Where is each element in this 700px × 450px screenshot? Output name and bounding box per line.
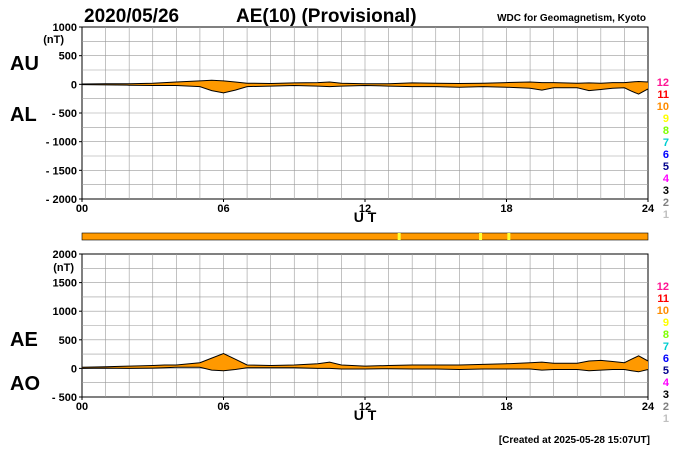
y-tick-label: - 1000 [46,137,77,149]
y-tick-label: - 2000 [46,194,77,206]
station-count-label: 11 [657,293,669,305]
y-tick-label: - 1500 [46,165,77,177]
station-count-label: 1 [663,413,669,425]
ae-ao-grid [82,254,648,397]
x-tick-label: 18 [500,203,512,215]
au-series-label: AU [10,53,39,75]
coverage-bar-base [81,232,649,241]
station-count-label: 1 [663,209,669,221]
station-count-label: 11 [657,89,669,101]
station-count-label: 5 [663,365,669,377]
station-count-label: 6 [663,353,669,365]
au-al-grid [82,27,648,199]
x-tick-label: 12 [359,401,371,413]
created-timestamp: [Created at 2025-05-28 15:07UT] [499,435,650,446]
station-count-label: 3 [663,185,669,197]
y-tick-label: 1000 [53,22,77,34]
al-series-label: AL [10,104,37,126]
upper-series-line [81,352,649,368]
station-count-label: 12 [657,77,669,89]
au-al-y-unit: (nT) [43,34,64,46]
source-label: WDC for Geomagnetism, Kyoto [497,13,646,24]
station-count-label: 3 [663,389,669,401]
station-count-label: 9 [663,113,669,125]
station-count-label: 7 [663,341,669,353]
station-count-label: 2 [663,197,669,209]
y-tick-label: 2000 [53,249,77,261]
upper-series-line [81,79,649,85]
station-count-label: 7 [663,137,669,149]
coverage-bar-mark [479,233,483,240]
ae-ao-y-unit: (nT) [53,262,74,274]
x-tick-label: 12 [359,203,371,215]
station-count-label: 4 [663,173,670,185]
index-range-area [82,353,648,372]
au-al-data [81,79,649,95]
y-tick-label: 1500 [53,278,77,290]
station-count-label: 12 [657,281,669,293]
station-count-label: 10 [657,305,669,317]
ae-ao-x-label: U T [354,407,377,423]
ao-series-label: AO [10,373,40,395]
x-tick-label: 06 [217,401,229,413]
lower-series-line [81,366,649,373]
index-range-area [82,80,648,95]
y-tick-label: 500 [59,51,77,63]
x-tick-label: 24 [642,203,655,215]
y-tick-label: - 500 [52,392,77,404]
y-tick-label: 0 [71,363,77,375]
x-tick-label: 06 [217,203,229,215]
x-tick-label: 00 [76,203,88,215]
station-count-label: 9 [663,317,669,329]
ae-ao-y-ticks: 2000 1500 1000 500 0 - 500 [52,249,82,404]
ae-ao-x-ticks: 00 06 12 18 24 [76,397,655,413]
coverage-bar-mark [507,233,511,240]
station-count-label: 8 [663,329,669,341]
au-al-y-ticks: 1000 500 0 - 500 - 1000 - 1500 - 2000 [46,22,82,206]
au-al-x-ticks: 00 06 12 18 24 [76,199,655,215]
y-tick-label: 500 [59,335,77,347]
y-tick-label: - 500 [52,108,77,120]
station-count-label: 4 [663,377,670,389]
lower-series-line [81,84,649,95]
ae-series-label: AE [10,329,38,351]
station-count-label: 5 [663,161,669,173]
station-count-label: 10 [657,101,669,113]
index-title: AE(10) (Provisional) [236,6,417,27]
x-tick-label: 24 [642,401,655,413]
station-count-label: 2 [663,401,669,413]
au-al-x-label: U T [354,209,377,225]
date-title: 2020/05/26 [84,6,179,27]
y-tick-label: 1000 [53,306,77,318]
station-coverage-bar [81,232,649,241]
coverage-bar-mark [397,233,401,240]
x-tick-label: 18 [500,401,512,413]
station-count-label: 6 [663,149,669,161]
y-tick-label: 0 [71,79,77,91]
station-count-label: 8 [663,125,669,137]
x-tick-label: 00 [76,401,88,413]
ae-ao-data [81,352,649,373]
